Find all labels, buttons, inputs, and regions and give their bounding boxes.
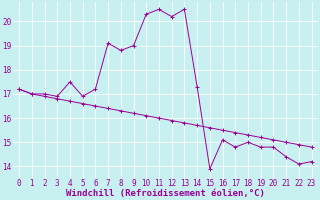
- X-axis label: Windchill (Refroidissement éolien,°C): Windchill (Refroidissement éolien,°C): [66, 189, 265, 198]
